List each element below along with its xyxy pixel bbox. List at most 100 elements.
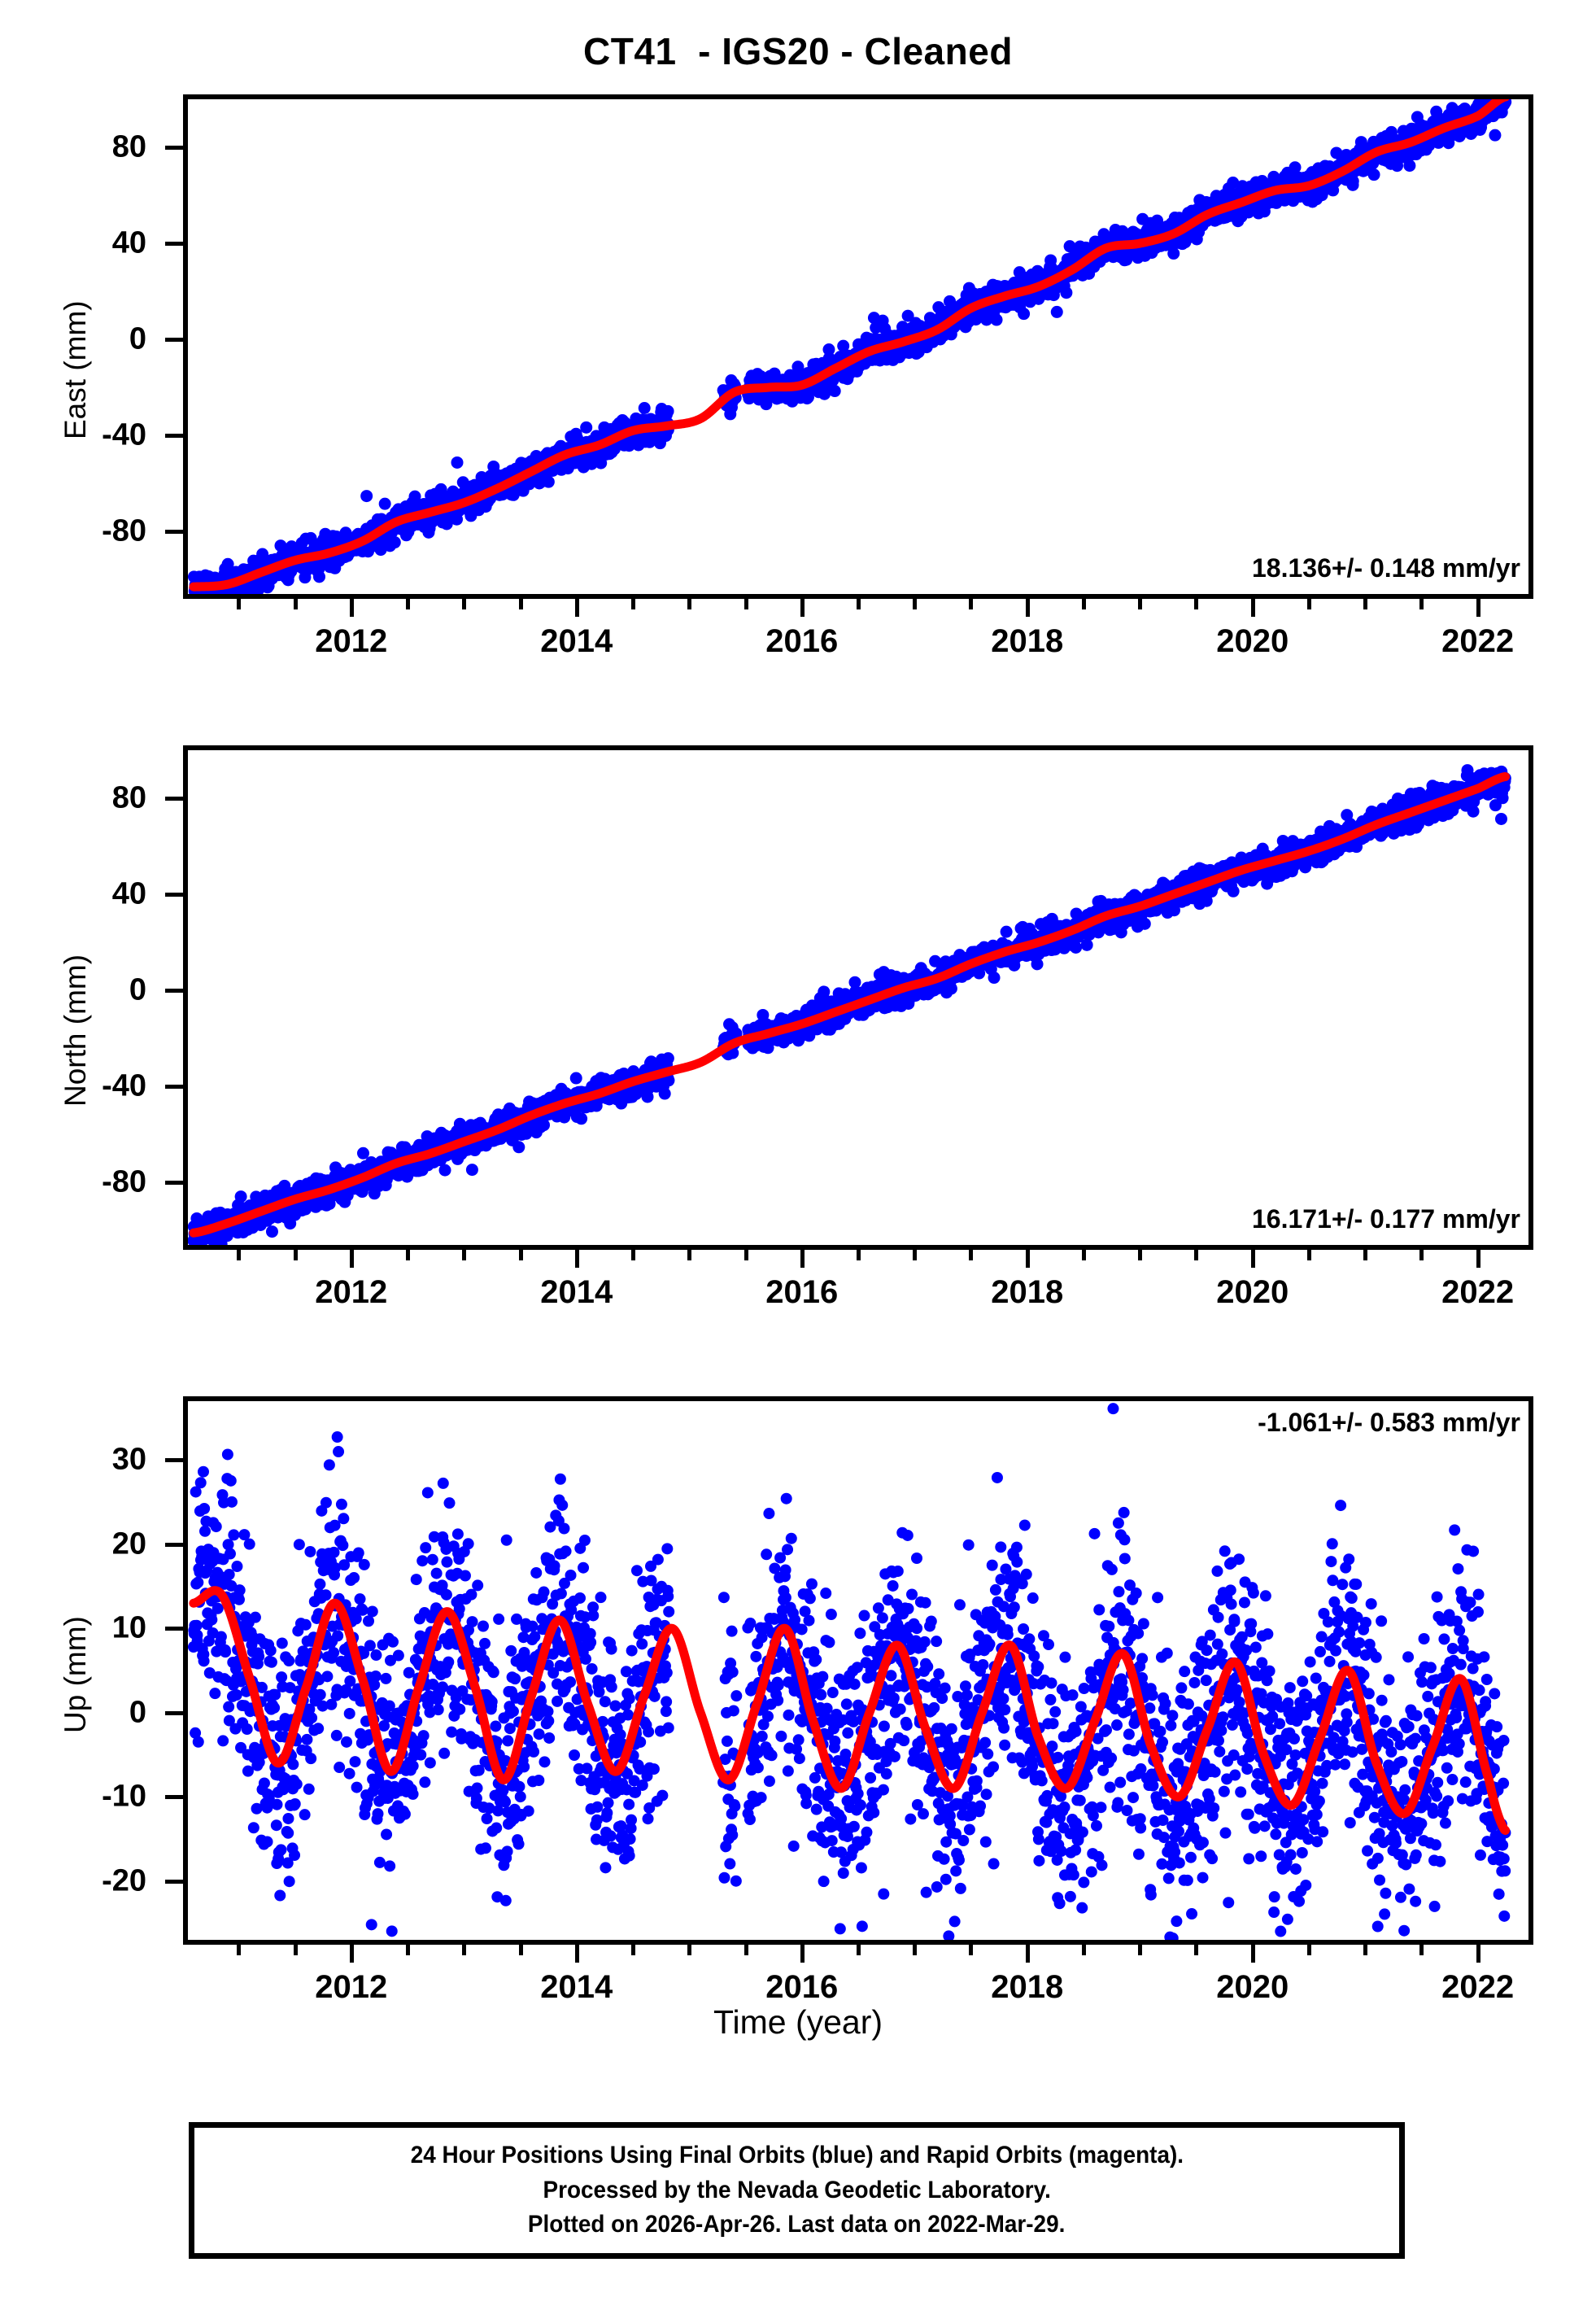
x-tick-mark-up: [293, 1945, 298, 1955]
footer-caption-box: 24 Hour Positions Using Final Orbits (bl…: [189, 2122, 1405, 2259]
y-tick-mark-east-2: [165, 338, 183, 343]
x-tick-mark-east: [518, 599, 523, 609]
plot-area-east: [188, 99, 1528, 594]
x-tick-mark-up: [1250, 1945, 1255, 1963]
scatter-points: [188, 1403, 1511, 1940]
y-tick-label-north-3: -40: [102, 1068, 146, 1103]
x-tick-mark-east: [237, 599, 242, 609]
fit-line: [189, 1586, 1511, 1836]
x-tick-mark-up: [1306, 1945, 1311, 1955]
x-tick-mark-north: [913, 1250, 918, 1260]
x-tick-mark-east: [913, 599, 918, 609]
x-tick-mark-north: [462, 1250, 467, 1260]
x-tick-mark-east: [1250, 599, 1255, 617]
x-tick-label-north-4: 2020: [1216, 1274, 1289, 1310]
x-tick-label-east-2: 2016: [765, 623, 839, 659]
y-tick-mark-up-3: [165, 1710, 183, 1715]
fit-line: [189, 771, 1511, 1238]
x-tick-mark-east: [800, 599, 805, 617]
x-tick-mark-east: [743, 599, 748, 609]
chart-panel-east: [183, 94, 1533, 599]
x-tick-label-up-0: 2012: [315, 1969, 388, 2005]
x-tick-mark-east: [406, 599, 411, 609]
x-tick-mark-east: [1138, 599, 1143, 609]
x-tick-mark-east: [1081, 599, 1086, 609]
x-tick-label-up-4: 2020: [1216, 1969, 1289, 2005]
x-tick-mark-north: [237, 1250, 242, 1260]
x-tick-mark-up: [518, 1945, 523, 1955]
fit-line: [189, 99, 1510, 592]
x-tick-mark-up: [349, 1945, 354, 1963]
chart-panel-north: [183, 745, 1533, 1250]
y-tick-mark-north-0: [165, 797, 183, 801]
y-tick-label-up-3: 0: [129, 1695, 146, 1730]
y-tick-mark-north-3: [165, 1085, 183, 1090]
x-tick-mark-east: [687, 599, 692, 609]
x-tick-mark-up: [1476, 1945, 1480, 1963]
footer-line-3: Plotted on 2026-Apr-26. Last data on 202…: [528, 2211, 1066, 2238]
y-tick-label-north-2: 0: [129, 972, 146, 1007]
y-tick-mark-east-3: [165, 434, 183, 439]
y-tick-label-east-2: 0: [129, 321, 146, 356]
x-tick-mark-north: [1025, 1250, 1030, 1268]
chart-panel-up: [183, 1396, 1533, 1945]
x-tick-mark-up: [913, 1945, 918, 1955]
x-tick-label-north-3: 2018: [991, 1274, 1064, 1310]
footer-line-1: 24 Hour Positions Using Final Orbits (bl…: [410, 2142, 1184, 2169]
y-tick-label-north-0: 80: [111, 780, 146, 815]
x-tick-mark-up: [1363, 1945, 1368, 1955]
x-tick-mark-up: [1419, 1945, 1424, 1955]
x-tick-label-north-1: 2014: [540, 1274, 613, 1310]
x-tick-mark-east: [293, 599, 298, 609]
x-tick-mark-north: [1419, 1250, 1424, 1260]
y-tick-mark-up-2: [165, 1627, 183, 1631]
x-tick-mark-up: [1081, 1945, 1086, 1955]
y-tick-mark-north-1: [165, 893, 183, 898]
up-series-svg: [188, 1403, 1511, 1940]
x-tick-mark-north: [349, 1250, 354, 1268]
x-tick-mark-east: [631, 599, 636, 609]
x-tick-mark-north: [743, 1250, 748, 1260]
x-tick-label-east-5: 2022: [1441, 623, 1515, 659]
x-tick-mark-north: [1476, 1250, 1480, 1268]
x-tick-mark-east: [1419, 599, 1424, 609]
x-tick-mark-up: [574, 1945, 579, 1963]
x-tick-mark-east: [462, 599, 467, 609]
y-tick-label-east-0: 80: [111, 129, 146, 164]
x-tick-label-up-2: 2016: [765, 1969, 839, 2005]
x-tick-label-up-3: 2018: [991, 1969, 1064, 2005]
x-tick-mark-up: [631, 1945, 636, 1955]
x-tick-label-east-4: 2020: [1216, 623, 1289, 659]
x-tick-mark-up: [1138, 1945, 1143, 1955]
x-tick-mark-north: [1250, 1250, 1255, 1268]
x-tick-mark-up: [406, 1945, 411, 1955]
x-tick-mark-north: [631, 1250, 636, 1260]
x-tick-mark-east: [969, 599, 974, 609]
x-tick-mark-up: [800, 1945, 805, 1963]
x-tick-mark-north: [857, 1250, 861, 1260]
x-tick-mark-north: [518, 1250, 523, 1260]
rate-annotation-north: 16.171+/- 0.177 mm/yr: [1251, 1204, 1520, 1234]
x-tick-mark-east: [1025, 599, 1030, 617]
x-tick-label-up-5: 2022: [1441, 1969, 1515, 2005]
scatter-points: [188, 99, 1512, 594]
x-tick-mark-up: [687, 1945, 692, 1955]
x-tick-mark-north: [800, 1250, 805, 1268]
x-tick-mark-east: [1194, 599, 1199, 609]
y-tick-mark-east-4: [165, 530, 183, 535]
x-tick-mark-up: [857, 1945, 861, 1955]
x-tick-label-east-3: 2018: [991, 623, 1064, 659]
y-tick-label-up-2: 10: [111, 1610, 146, 1645]
x-tick-mark-up: [462, 1945, 467, 1955]
x-tick-mark-north: [1194, 1250, 1199, 1260]
x-tick-label-east-1: 2014: [540, 623, 613, 659]
x-tick-mark-east: [574, 599, 579, 617]
x-tick-mark-up: [743, 1945, 748, 1955]
y-tick-label-east-3: -40: [102, 417, 146, 452]
x-tick-mark-north: [406, 1250, 411, 1260]
rate-annotation-east: 18.136+/- 0.148 mm/yr: [1251, 553, 1520, 583]
x-tick-label-up-1: 2014: [540, 1969, 613, 2005]
y-tick-label-east-4: -80: [102, 513, 146, 548]
x-tick-mark-north: [1081, 1250, 1086, 1260]
plot-area-north: [188, 750, 1528, 1245]
